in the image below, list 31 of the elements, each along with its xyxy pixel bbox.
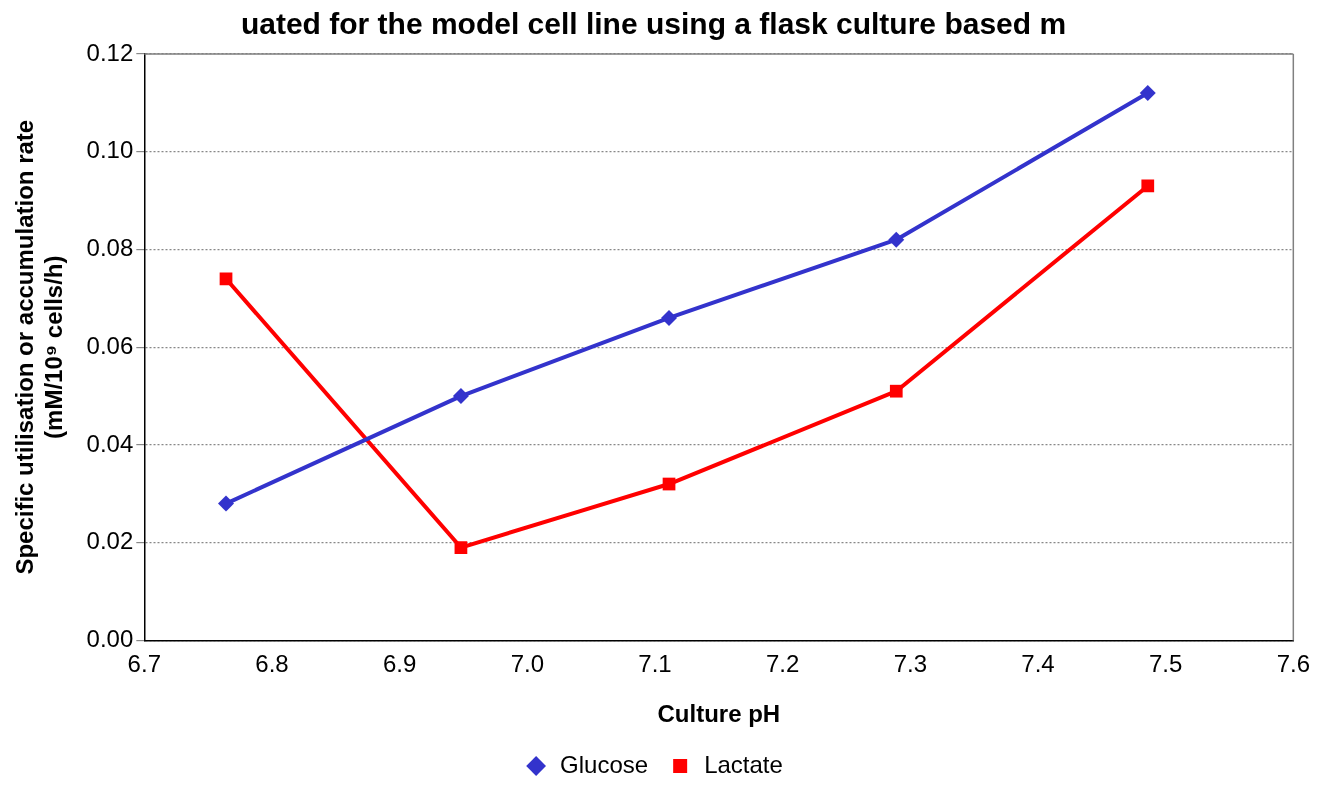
point (888, 231, 905, 248)
x-tick-label: 7.2 (765, 650, 800, 678)
point (219, 272, 233, 286)
x-tick-label: 7.5 (1148, 650, 1183, 678)
chart-title: uated for the model cell line using a flask culture based m (240, 7, 1067, 41)
point (452, 388, 469, 405)
legend-label: Lactate (704, 750, 783, 778)
x-tick-label: 7.4 (1021, 650, 1055, 678)
point (661, 309, 678, 326)
y-tick-label: 0.04 (86, 429, 134, 457)
point (454, 541, 468, 554)
y-tick-label: 0.10 (86, 136, 134, 164)
y-tick-label: 0.12 (86, 38, 134, 66)
x-axis-title: Culture pH (657, 700, 781, 728)
y-tick-label: 0.02 (86, 527, 134, 555)
x-tick-label: 7.3 (893, 650, 927, 678)
legend-label: Glucose (560, 750, 649, 778)
point (218, 495, 235, 512)
y-tick-label: 0.00 (86, 625, 134, 653)
point (889, 384, 903, 398)
x-tick-label: 7.1 (638, 650, 672, 678)
x-tick-label: 6.8 (255, 650, 289, 678)
x-tick-label: 6.9 (382, 650, 417, 678)
y-tick-label: 0.06 (86, 331, 134, 359)
x-tick-label: 7.6 (1276, 650, 1311, 678)
y-axis-title: Specific utilisation or accumulation rate (mM/10⁹ cells/h) (11, 119, 67, 575)
x-tick-label: 6.7 (127, 650, 161, 678)
point (1141, 179, 1155, 193)
y-tick-label: 0.08 (86, 234, 134, 262)
x-tick-label: 7.0 (510, 650, 544, 678)
point (1139, 85, 1156, 102)
